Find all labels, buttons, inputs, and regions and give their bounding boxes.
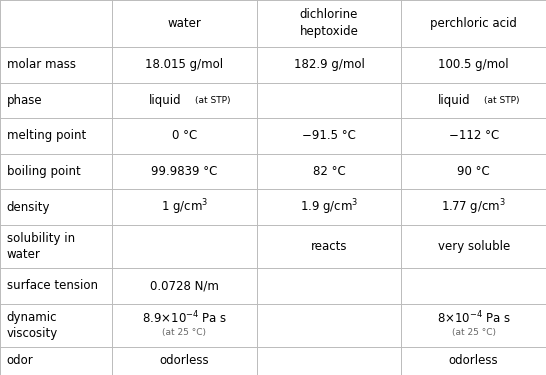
Text: 8.9$\times$10$^{-4}$ Pa s: 8.9$\times$10$^{-4}$ Pa s — [141, 310, 227, 326]
Text: 8$\times$10$^{-4}$ Pa s: 8$\times$10$^{-4}$ Pa s — [437, 310, 511, 326]
Text: dynamic
viscosity: dynamic viscosity — [7, 310, 58, 340]
Text: 82 °C: 82 °C — [313, 165, 345, 178]
Text: reacts: reacts — [311, 240, 347, 253]
Text: molar mass: molar mass — [7, 58, 75, 71]
Text: 18.015 g/mol: 18.015 g/mol — [145, 58, 223, 71]
Text: −91.5 °C: −91.5 °C — [302, 129, 356, 142]
Text: dichlorine
heptoxide: dichlorine heptoxide — [300, 9, 358, 39]
Text: (at STP): (at STP) — [195, 96, 230, 105]
Text: perchloric acid: perchloric acid — [430, 17, 517, 30]
Text: 0.0728 N/m: 0.0728 N/m — [150, 279, 219, 292]
Text: (at 25 °C): (at 25 °C) — [452, 328, 496, 337]
Text: 100.5 g/mol: 100.5 g/mol — [438, 58, 509, 71]
Text: odor: odor — [7, 354, 33, 368]
Text: liquid: liquid — [438, 94, 471, 107]
Text: solubility in
water: solubility in water — [7, 232, 75, 261]
Text: boiling point: boiling point — [7, 165, 80, 178]
Text: odorless: odorless — [159, 354, 209, 368]
Text: 182.9 g/mol: 182.9 g/mol — [294, 58, 364, 71]
Text: (at 25 °C): (at 25 °C) — [162, 328, 206, 337]
Text: melting point: melting point — [7, 129, 86, 142]
Text: 90 °C: 90 °C — [458, 165, 490, 178]
Text: water: water — [167, 17, 201, 30]
Text: density: density — [7, 201, 50, 214]
Text: very soluble: very soluble — [437, 240, 510, 253]
Text: 99.9839 °C: 99.9839 °C — [151, 165, 217, 178]
Text: liquid: liquid — [149, 94, 181, 107]
Text: odorless: odorless — [449, 354, 498, 368]
Text: phase: phase — [7, 94, 42, 107]
Text: 1.9 g/cm$^3$: 1.9 g/cm$^3$ — [300, 197, 358, 217]
Text: 0 °C: 0 °C — [171, 129, 197, 142]
Text: (at STP): (at STP) — [484, 96, 520, 105]
Text: 1.77 g/cm$^3$: 1.77 g/cm$^3$ — [441, 197, 506, 217]
Text: 1 g/cm$^3$: 1 g/cm$^3$ — [161, 197, 208, 217]
Text: surface tension: surface tension — [7, 279, 98, 292]
Text: −112 °C: −112 °C — [448, 129, 499, 142]
